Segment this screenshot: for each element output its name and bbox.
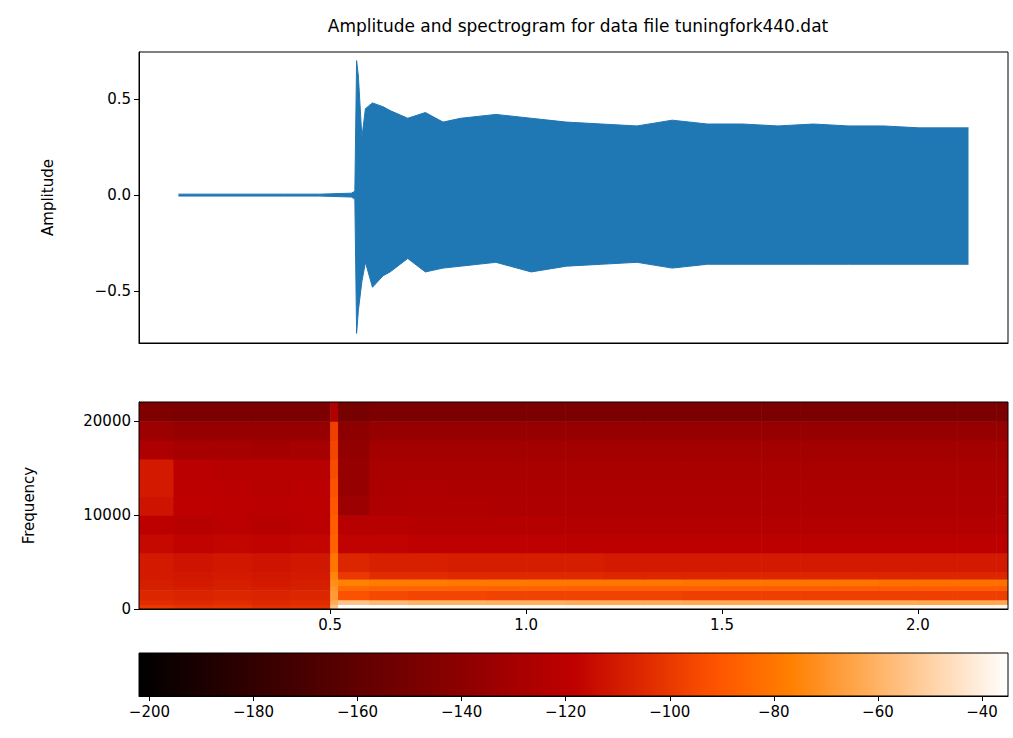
svg-text:Frequency: Frequency [20,467,38,545]
svg-text:−0.5: −0.5 [95,282,131,300]
svg-text:1.5: 1.5 [710,616,734,634]
svg-text:10000: 10000 [83,506,131,524]
svg-text:0.5: 0.5 [107,90,131,108]
svg-text:−120: −120 [545,703,586,721]
svg-text:−180: −180 [233,703,274,721]
svg-text:0: 0 [121,600,131,618]
svg-text:Amplitude and spectrogram for: Amplitude and spectrogram for data file … [328,16,829,36]
svg-text:−100: −100 [649,703,690,721]
svg-text:Amplitude: Amplitude [39,159,57,236]
svg-text:−140: −140 [441,703,482,721]
svg-text:0.5: 0.5 [318,616,342,634]
svg-text:0.0: 0.0 [107,186,131,204]
svg-text:1.0: 1.0 [514,616,538,634]
svg-text:−60: −60 [862,703,894,721]
svg-text:−40: −40 [966,703,998,721]
svg-text:−80: −80 [758,703,790,721]
svg-text:20000: 20000 [83,412,131,430]
svg-text:−160: −160 [337,703,378,721]
svg-text:2.0: 2.0 [906,616,930,634]
svg-text:−200: −200 [129,703,170,721]
